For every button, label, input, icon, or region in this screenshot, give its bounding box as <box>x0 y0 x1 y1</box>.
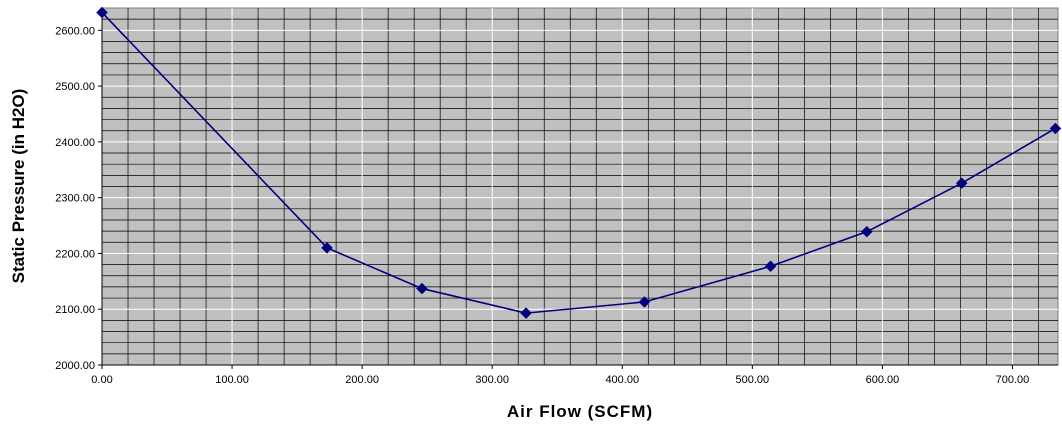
y-tick-label: 2300.00 <box>55 193 95 205</box>
x-tick-label: 600.00 <box>866 374 900 386</box>
data-point-marker <box>638 296 651 308</box>
data-point-marker <box>860 225 873 238</box>
x-tick-label: 100.00 <box>215 374 249 386</box>
y-tick-label: 2400.00 <box>55 137 95 149</box>
x-axis-ticks: 0.00 100.00 200.00 300.00 400.00 500.00 600.00… <box>91 365 1029 386</box>
y-axis-title: Static Pressure (in H2O) <box>9 89 28 284</box>
y-tick-label: 2600.00 <box>55 25 95 37</box>
x-tick-label: 200.00 <box>345 374 379 386</box>
y-axis-ticks: 2000.00 2100.00 2200.00 2300.00 2400.00 2500.… <box>55 25 102 372</box>
x-tick-label: 400.00 <box>605 374 639 386</box>
data-point-marker <box>96 6 108 19</box>
x-tick-label: 700.00 <box>996 374 1030 386</box>
y-tick-label: 2100.00 <box>55 304 95 316</box>
y-tick-label: 2000.00 <box>55 360 95 372</box>
x-tick-label: 0.00 <box>91 374 112 386</box>
data-point-marker <box>1049 122 1062 135</box>
data-point-marker <box>955 177 968 190</box>
y-tick-label: 2500.00 <box>55 81 95 93</box>
series-group <box>96 6 1062 319</box>
data-point-marker <box>520 307 532 319</box>
y-tick-label: 2200.00 <box>55 248 95 260</box>
data-point-marker <box>416 282 428 295</box>
x-tick-label: 300.00 <box>475 374 509 386</box>
grid <box>101 8 1058 366</box>
data-point-marker <box>321 242 333 254</box>
x-axis-title: Air Flow (SCFM) <box>507 402 653 421</box>
x-tick-label: 500.00 <box>736 374 770 386</box>
data-point-marker <box>764 260 777 273</box>
